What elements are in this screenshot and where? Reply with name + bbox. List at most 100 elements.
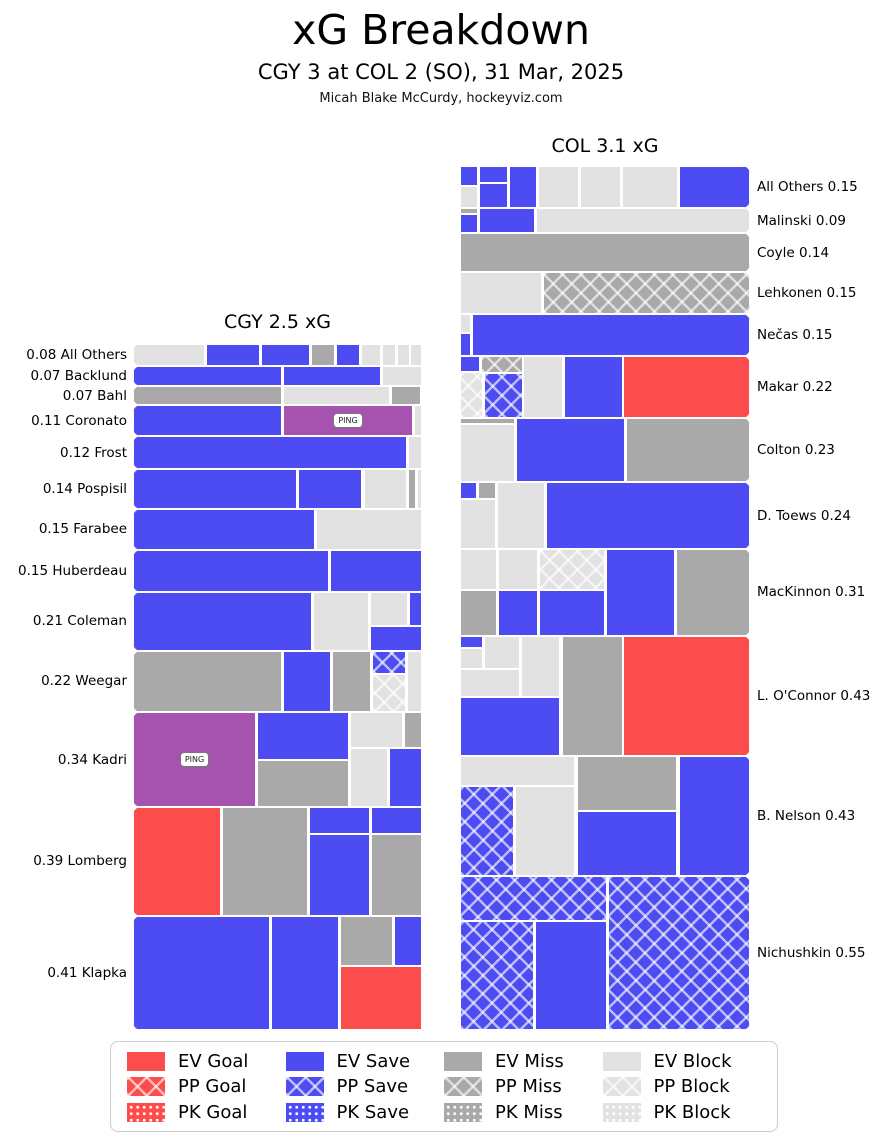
player-row-coleman [133,592,422,651]
block-ev-save [546,481,750,550]
player-label-lehkonen: Lehkonen 0.15 [757,285,857,302]
legend-swatch-pp-block [602,1077,641,1096]
player-label-d-toews: D. Toews 0.24 [757,507,851,524]
block-ev-save [409,592,422,626]
legend-label: EV Goal [178,1050,249,1072]
block-pp-block [371,674,407,713]
block-ev-block [350,712,404,749]
legend-swatch-pk-block [602,1102,641,1122]
player-label-coronato: 0.11 Coronato [31,412,127,429]
block-ev-block [350,748,389,807]
player-label-huberdeau: 0.15 Huberdeau [18,563,127,580]
block-pp-save [460,920,534,1030]
legend-swatch-pp-save [285,1077,324,1096]
legend-swatch-pp-goal [127,1077,165,1096]
player-label-makar: Makar 0.22 [757,378,833,395]
block-ev-save [460,356,481,373]
block-ev-save [497,589,538,636]
legend-label: PP Save [336,1076,409,1097]
block-ev-goal [133,806,221,916]
cgy-player-labels: 0.08 All Others 0.07 Backlund 0.07 Bahl 0.1… [0,344,127,1030]
block-ev-miss [408,469,417,509]
block-ev-block [497,481,546,550]
block-ev-save [535,920,608,1030]
player-row-mackinnon [460,549,750,636]
legend: EV Goal EV Save EV Miss EV Block PP Goal PP S… [110,1041,778,1132]
player-row-b-nelson [460,755,750,877]
block-ev-save [309,806,370,835]
block-pp-block [460,372,484,418]
legend-swatch-ev-goal [127,1051,165,1071]
legend-swatch-pk-goal [127,1102,165,1122]
player-row-all-others [460,166,750,208]
block-ev-save [282,366,381,386]
legend-label: PP Miss [495,1076,562,1097]
block-ev-save [460,333,472,357]
player-row-lehkonen [460,272,750,315]
legend-label: PK Miss [495,1101,563,1123]
player-label-mackinnon: MacKinnon 0.31 [757,584,866,601]
block-ev-miss [391,385,421,406]
col-mosaic [460,166,750,1030]
player-row-l-o-connor [460,635,750,756]
block-ev-miss [625,417,750,482]
block-pp-save [484,373,523,418]
page-title: xG Breakdown [292,6,590,54]
block-ev-save [460,481,478,499]
legend-item-pk-miss: PK Miss [444,1102,603,1123]
block-ping: PING [282,405,414,437]
block-ev-miss [460,207,478,214]
player-label-bahl: 0.07 Bahl [62,387,127,404]
block-ev-save [335,344,360,367]
legend-swatch-ev-miss [444,1051,482,1071]
block-ev-save [133,508,316,551]
legend-swatch-ev-block [602,1051,641,1071]
block-ev-miss [133,385,282,406]
block-ev-block [460,647,483,670]
legend-item-ev-block: EV Block [602,1050,762,1072]
block-ev-save [309,834,370,916]
block-ev-save [370,625,422,651]
block-ev-miss [404,712,422,749]
block-ev-block [133,344,206,367]
block-ev-save [330,550,422,593]
legend-item-pk-block: PK Block [602,1102,762,1123]
cgy-chart-title: CGY 2.5 xG [224,311,331,333]
player-row-nichushkin [460,876,750,1030]
player-row-bahl [133,385,422,406]
player-label-weegar: 0.22 Weegar [41,673,127,690]
player-row-colton [460,417,750,482]
block-ev-block [315,508,422,551]
player-label-lomberg: 0.39 Lomberg [33,853,127,870]
legend-label: PK Goal [178,1101,248,1123]
cgy-mosaic: PING PING [133,344,422,1030]
block-ev-block [497,549,538,590]
block-ev-block [579,166,622,208]
block-ev-miss [339,915,393,966]
block-ev-block [460,755,576,787]
legend-item-pp-miss: PP Miss [444,1076,603,1097]
player-row-all-others [133,344,422,367]
block-ev-save [133,405,282,437]
player-label-coleman: 0.21 Coleman [32,613,127,630]
block-ev-goal [339,965,422,1030]
block-ev-block [408,436,422,470]
legend-swatch-pk-miss [444,1102,482,1122]
block-ev-block [382,366,422,386]
legend-label: EV Block [653,1050,732,1072]
block-ev-save [538,589,605,636]
player-row-makar [460,356,750,418]
player-row-backlund [133,366,422,386]
block-ev-block [417,469,422,509]
player-row-malinski [460,207,750,234]
legend-swatch-pk-save [285,1102,324,1122]
col-chart-title: COL 3.1 xG [551,135,659,157]
block-ev-block [522,356,563,418]
legend-label: PP Goal [178,1076,247,1097]
legend-item-pp-save: PP Save [285,1076,445,1097]
block-ev-save [478,207,536,234]
block-ev-save [460,697,561,756]
player-row-klapka [133,915,422,1030]
block-ev-save [133,436,407,470]
